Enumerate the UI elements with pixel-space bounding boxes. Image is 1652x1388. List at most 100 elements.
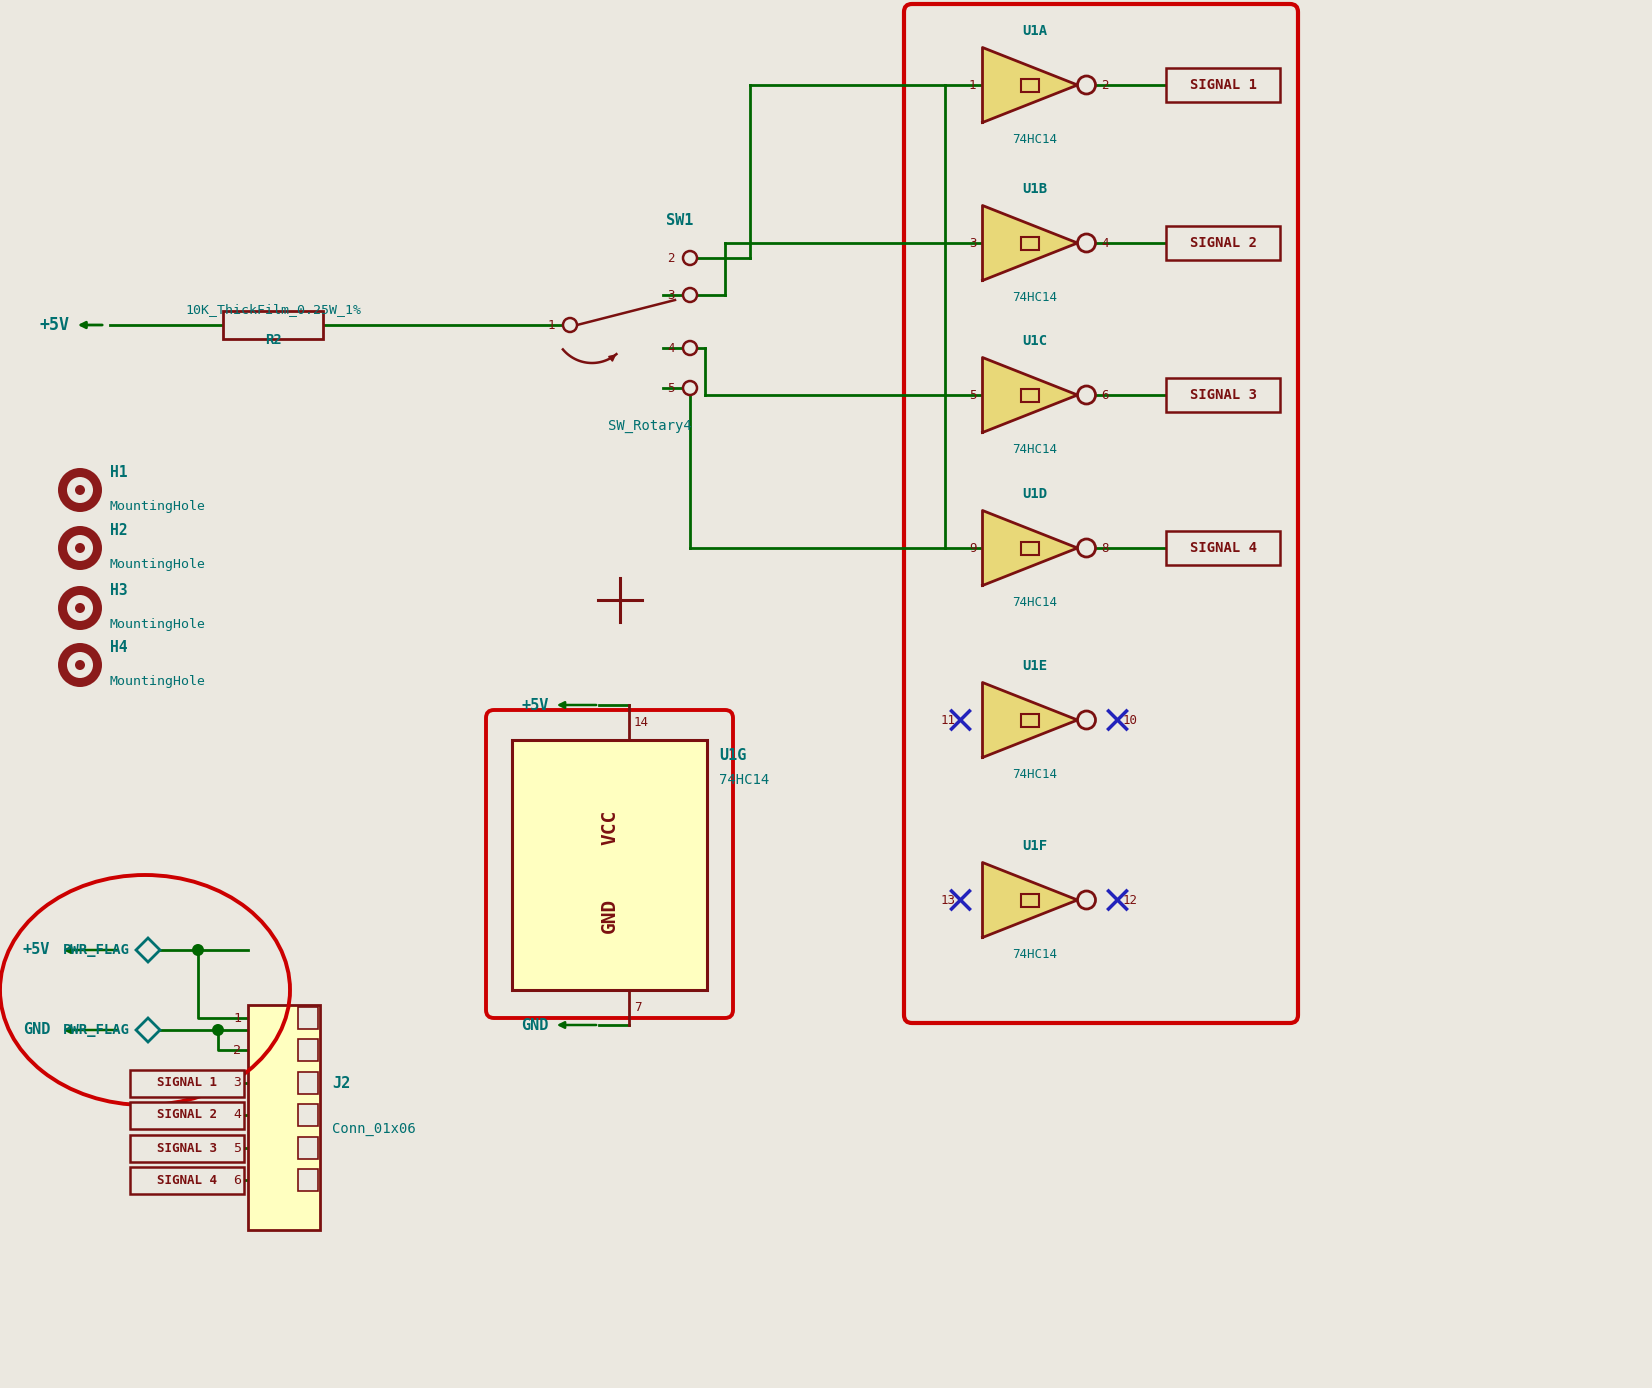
Text: 74HC14: 74HC14	[1013, 595, 1057, 608]
FancyBboxPatch shape	[131, 1070, 244, 1097]
Text: SIGNAL 2: SIGNAL 2	[1189, 236, 1257, 250]
FancyBboxPatch shape	[1166, 532, 1280, 565]
Text: MountingHole: MountingHole	[111, 618, 206, 632]
Polygon shape	[983, 358, 1077, 433]
Circle shape	[192, 944, 203, 956]
Bar	[1021, 713, 1039, 726]
Text: U1G: U1G	[719, 748, 747, 762]
Circle shape	[682, 341, 697, 355]
Text: H3: H3	[111, 583, 127, 598]
Bar	[512, 740, 707, 990]
Text: MountingHole: MountingHole	[111, 558, 206, 570]
Text: 6: 6	[233, 1173, 241, 1187]
Text: 11: 11	[940, 713, 955, 726]
Polygon shape	[983, 511, 1077, 586]
Polygon shape	[983, 205, 1077, 280]
Text: 4: 4	[233, 1109, 241, 1122]
Circle shape	[1077, 539, 1095, 557]
Text: VCC: VCC	[600, 809, 620, 845]
Text: 6: 6	[1102, 389, 1108, 401]
Circle shape	[682, 380, 697, 396]
Polygon shape	[983, 47, 1077, 122]
Circle shape	[563, 318, 577, 332]
Text: 2: 2	[667, 251, 676, 265]
Text: 7: 7	[634, 1001, 641, 1015]
Circle shape	[74, 661, 84, 670]
Bar	[297, 1008, 317, 1029]
Text: SIGNAL 3: SIGNAL 3	[157, 1141, 216, 1155]
Bar	[1021, 79, 1039, 92]
Bar	[1021, 541, 1039, 554]
FancyBboxPatch shape	[1166, 68, 1280, 101]
Text: 74HC14: 74HC14	[719, 773, 770, 787]
Text: 13: 13	[940, 894, 955, 906]
Text: U1B: U1B	[1023, 182, 1047, 196]
Bar	[1021, 894, 1039, 906]
Bar	[297, 1137, 317, 1159]
Text: 14: 14	[634, 716, 649, 729]
Text: U1E: U1E	[1023, 658, 1047, 673]
Bar	[1021, 236, 1039, 250]
Text: SIGNAL 1: SIGNAL 1	[157, 1077, 216, 1090]
Text: PWR_FLAG: PWR_FLAG	[63, 1023, 131, 1037]
Circle shape	[68, 477, 93, 502]
Bar	[297, 1103, 317, 1126]
Circle shape	[682, 251, 697, 265]
Circle shape	[68, 534, 93, 561]
Text: 4: 4	[1102, 236, 1108, 250]
Bar	[1021, 389, 1039, 401]
Bar	[297, 1040, 317, 1060]
Text: 10: 10	[1122, 713, 1138, 726]
Text: 74HC14: 74HC14	[1013, 290, 1057, 304]
Circle shape	[74, 602, 84, 613]
Text: U1F: U1F	[1023, 838, 1047, 852]
FancyBboxPatch shape	[131, 1166, 244, 1194]
Text: SIGNAL 2: SIGNAL 2	[157, 1109, 216, 1122]
Text: 9: 9	[970, 541, 976, 554]
Text: 74HC14: 74HC14	[1013, 768, 1057, 780]
Text: PWR_FLAG: PWR_FLAG	[63, 942, 131, 956]
Text: 74HC14: 74HC14	[1013, 132, 1057, 146]
Text: SIGNAL 1: SIGNAL 1	[1189, 78, 1257, 92]
Circle shape	[58, 468, 102, 512]
FancyBboxPatch shape	[1166, 378, 1280, 412]
Text: 5: 5	[970, 389, 976, 401]
Circle shape	[211, 1024, 225, 1035]
Text: +5V: +5V	[522, 698, 548, 712]
Text: MountingHole: MountingHole	[111, 675, 206, 688]
Circle shape	[58, 586, 102, 630]
Circle shape	[58, 526, 102, 570]
Text: U1C: U1C	[1023, 333, 1047, 347]
Text: 8: 8	[1102, 541, 1108, 554]
Text: 1: 1	[547, 318, 555, 332]
Text: GND: GND	[522, 1017, 548, 1033]
Circle shape	[1077, 235, 1095, 253]
Text: SW_Rotary4: SW_Rotary4	[608, 419, 692, 433]
Text: 2: 2	[1102, 79, 1108, 92]
Circle shape	[74, 543, 84, 552]
Text: 12: 12	[1122, 894, 1138, 906]
Text: R2: R2	[264, 333, 281, 347]
Text: +5V: +5V	[23, 942, 50, 958]
Text: 10K_ThickFilm_0.25W_1%: 10K_ThickFilm_0.25W_1%	[185, 303, 362, 316]
Text: 1: 1	[233, 1012, 241, 1024]
Text: 74HC14: 74HC14	[1013, 443, 1057, 455]
Text: 2: 2	[233, 1044, 241, 1056]
Circle shape	[1077, 386, 1095, 404]
Text: 1: 1	[970, 79, 976, 92]
Circle shape	[1077, 76, 1095, 94]
Bar	[297, 1169, 317, 1191]
Text: SIGNAL 4: SIGNAL 4	[1189, 541, 1257, 555]
Text: Conn_01x06: Conn_01x06	[332, 1122, 416, 1135]
Polygon shape	[983, 683, 1077, 758]
Polygon shape	[983, 862, 1077, 937]
Text: GND: GND	[600, 898, 620, 933]
Bar	[223, 311, 324, 339]
Circle shape	[68, 652, 93, 677]
Text: MountingHole: MountingHole	[111, 500, 206, 514]
Bar	[297, 1072, 317, 1094]
FancyBboxPatch shape	[131, 1134, 244, 1162]
Text: 5: 5	[667, 382, 676, 394]
FancyBboxPatch shape	[131, 1102, 244, 1128]
Text: J2: J2	[332, 1076, 350, 1091]
